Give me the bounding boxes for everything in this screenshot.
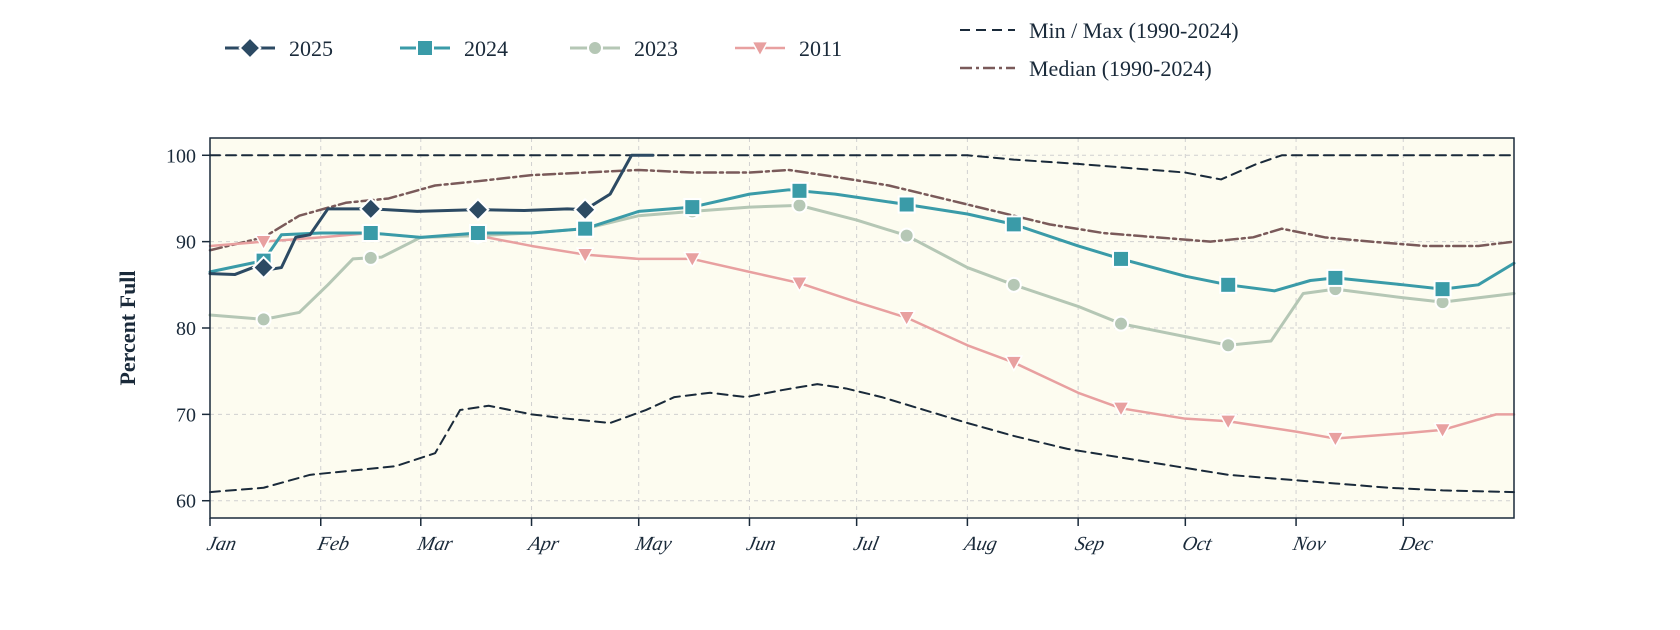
legend-minmax: Min / Max (1990-2024) xyxy=(1029,18,1239,43)
svg-text:Mar: Mar xyxy=(415,533,455,555)
svg-text:80: 80 xyxy=(176,318,196,340)
svg-text:Nov: Nov xyxy=(1290,533,1328,555)
svg-text:Feb: Feb xyxy=(315,533,352,555)
legend-s2025: 2025 xyxy=(289,36,333,61)
legend-s2024: 2024 xyxy=(464,36,508,61)
svg-text:May: May xyxy=(633,533,674,555)
y-axis-label: Percent Full xyxy=(115,270,140,385)
svg-text:90: 90 xyxy=(176,232,196,254)
legend-s2011: 2011 xyxy=(799,36,842,61)
svg-text:Dec: Dec xyxy=(1397,533,1435,555)
svg-text:Jul: Jul xyxy=(852,533,881,555)
svg-text:Aug: Aug xyxy=(960,533,999,555)
legend-median: Median (1990-2024) xyxy=(1029,56,1212,81)
svg-text:Sep: Sep xyxy=(1073,533,1107,555)
svg-text:70: 70 xyxy=(176,404,196,426)
legend-s2023: 2023 xyxy=(634,36,678,61)
svg-text:Oct: Oct xyxy=(1180,533,1215,555)
svg-text:100: 100 xyxy=(166,145,196,167)
chart-container: 60 70 80 90 100 Percent Full Jan Feb Mar Apr May Ju… xyxy=(0,0,1680,630)
svg-text:60: 60 xyxy=(176,491,196,513)
percent-full-chart: 60 70 80 90 100 Percent Full Jan Feb Mar Apr May Ju… xyxy=(0,0,1680,630)
svg-text:Jan: Jan xyxy=(205,533,239,555)
svg-text:Jun: Jun xyxy=(744,533,778,555)
svg-text:Apr: Apr xyxy=(525,533,562,555)
